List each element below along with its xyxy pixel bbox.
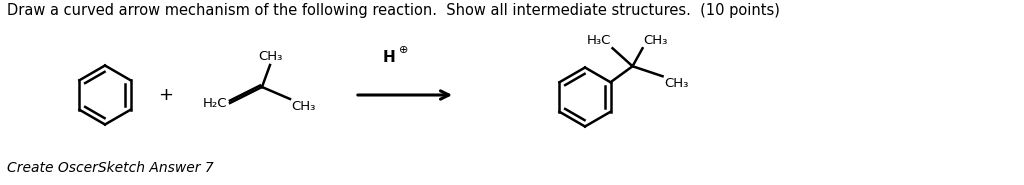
- Text: ⊕: ⊕: [399, 45, 409, 55]
- Text: CH₃: CH₃: [291, 100, 315, 113]
- Text: H₃C: H₃C: [587, 34, 611, 47]
- Text: CH₃: CH₃: [643, 34, 668, 47]
- Text: H₂C: H₂C: [203, 97, 227, 110]
- Text: CH₃: CH₃: [665, 77, 689, 90]
- Text: Draw a curved arrow mechanism of the following reaction.  Show all intermediate : Draw a curved arrow mechanism of the fol…: [7, 3, 780, 18]
- Text: Create OscerSketch Answer 7: Create OscerSketch Answer 7: [7, 161, 214, 175]
- Text: CH₃: CH₃: [258, 50, 283, 63]
- Text: H: H: [382, 50, 395, 65]
- Text: +: +: [159, 86, 173, 104]
